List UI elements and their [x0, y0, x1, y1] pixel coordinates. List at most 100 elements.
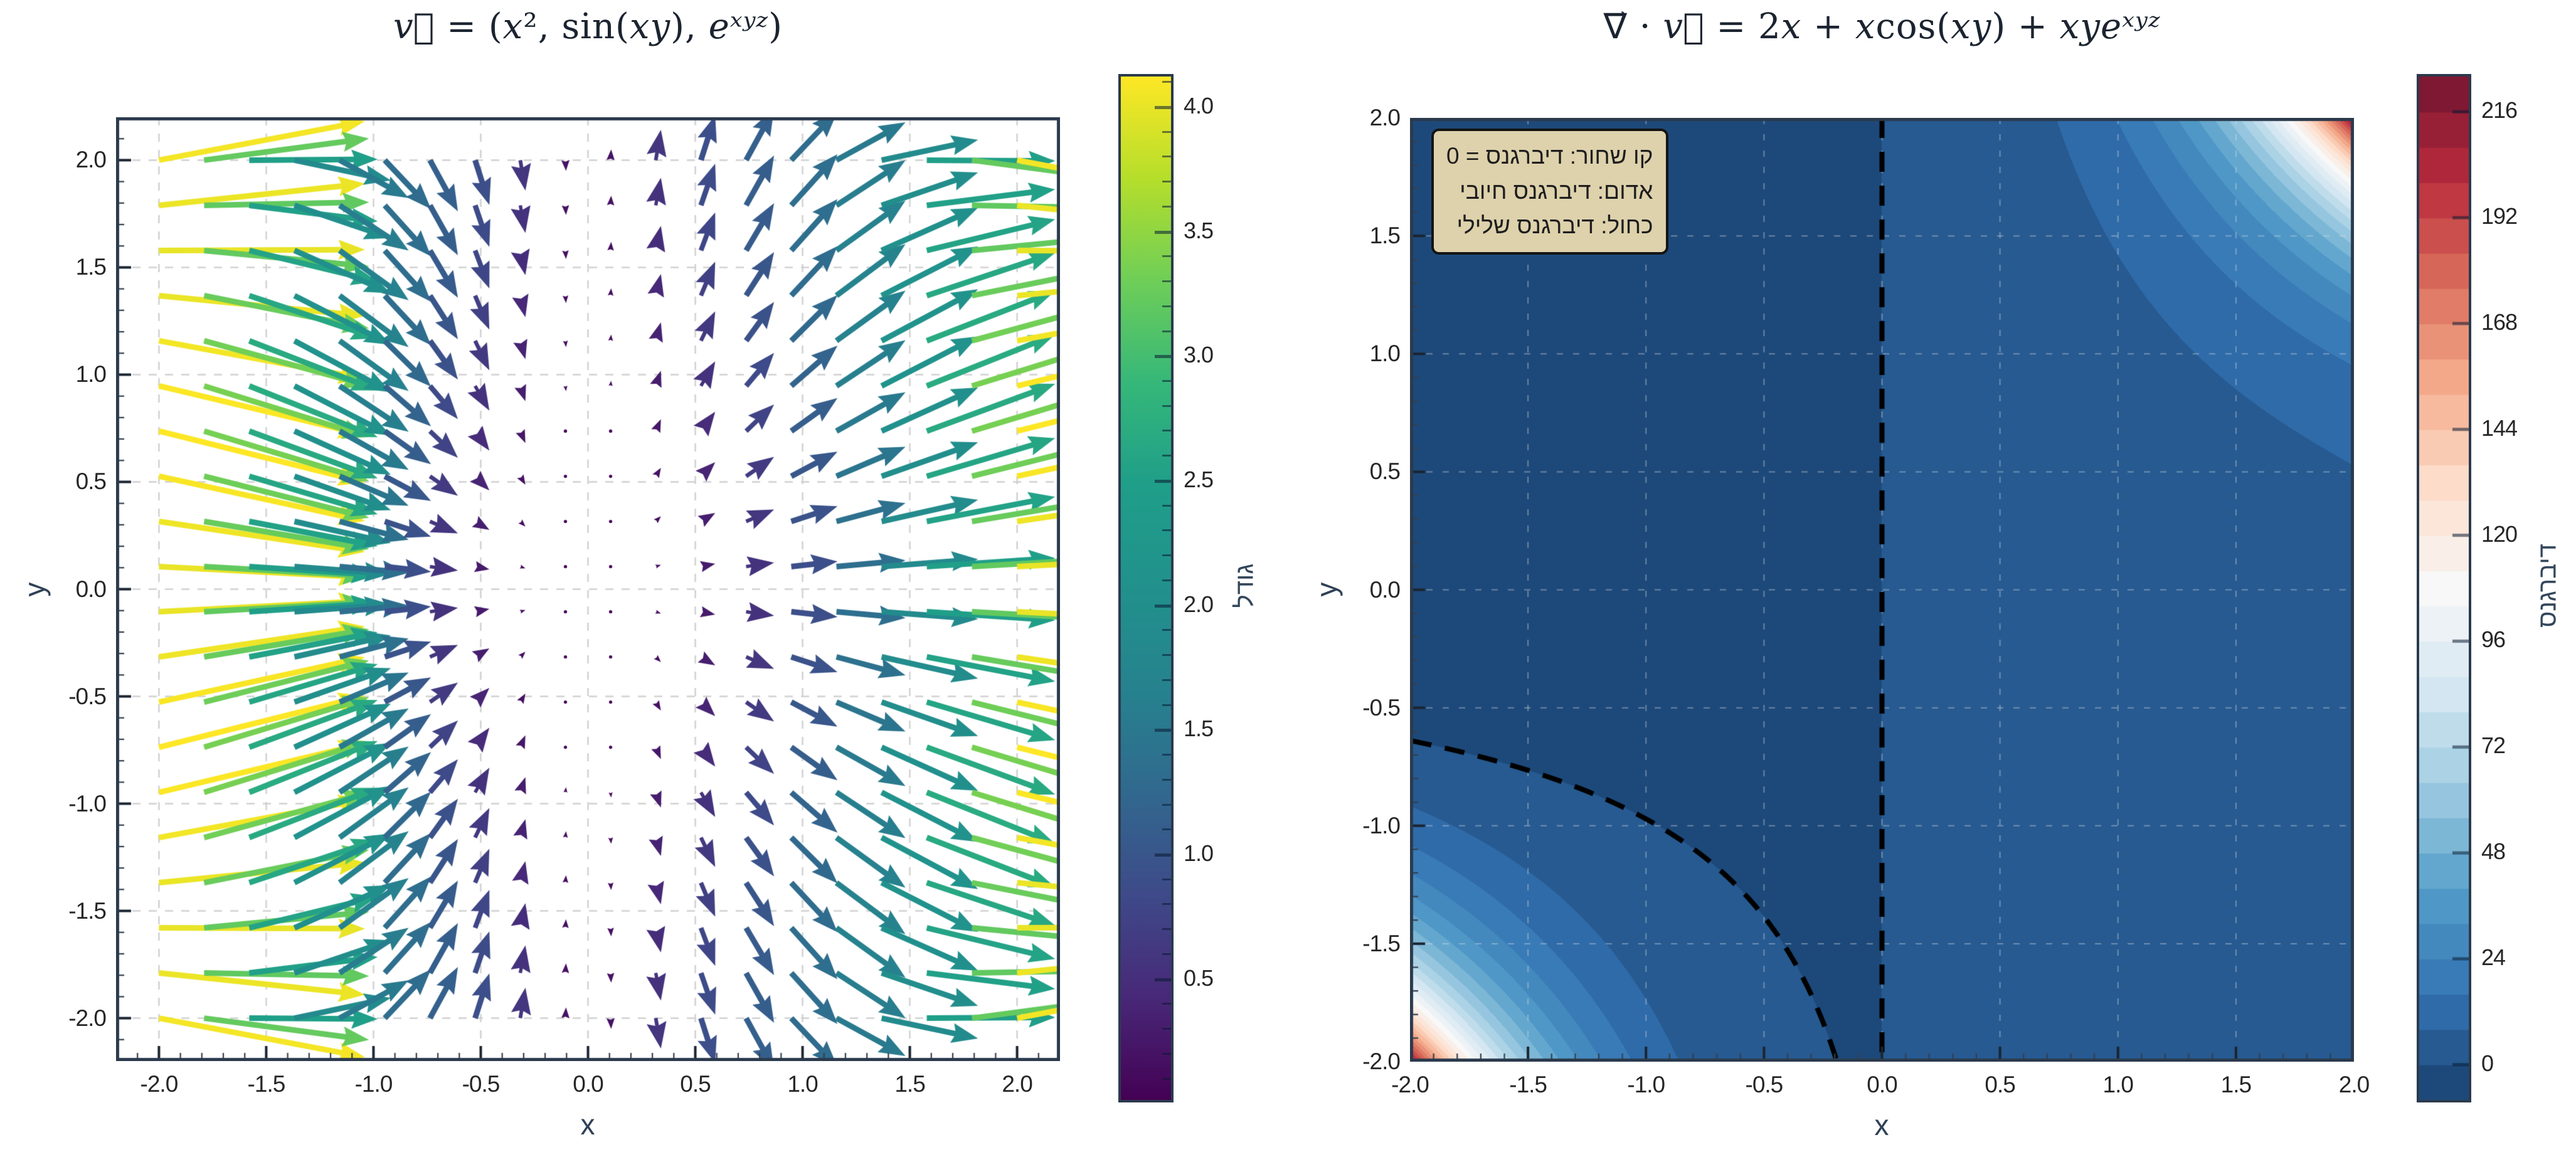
colorbar-minor-tick [1162, 554, 1171, 557]
x-tick-label: -1.0 [1627, 1072, 1665, 1097]
colorbar-minor-tick [1162, 280, 1171, 283]
divergence-colorbar-tick-label: 216 [2481, 97, 2518, 124]
colorbar-minor-tick [1162, 330, 1171, 332]
quiver-plot-canvas [116, 117, 1060, 1061]
x-tick-label: -0.5 [462, 1071, 501, 1097]
magnitude-colorbar [1118, 74, 1174, 1102]
magnitude-colorbar-tick-label: 2.5 [1184, 466, 1214, 492]
magnitude-colorbar-tick-label: 1.0 [1184, 840, 1214, 866]
colorbar-minor-tick [1162, 704, 1171, 706]
colorbar-minor-tick [1162, 928, 1171, 931]
legend-line-negative: כחול: דיברגנס שלילי [1456, 213, 1653, 238]
y-tick-label: -2.0 [1362, 1049, 1401, 1074]
x-tick-label: -2.0 [1391, 1072, 1429, 1097]
magnitude-colorbar-tick-label: 3.0 [1184, 342, 1214, 368]
colorbar-minor-tick [1162, 579, 1171, 581]
colorbar-minor-tick [1162, 205, 1171, 208]
magnitude-colorbar-tick-label: 2.0 [1184, 591, 1214, 617]
x-tick-label: -0.5 [1745, 1072, 1783, 1097]
left-yaxis-label: y [18, 582, 51, 597]
y-tick-label: 0.0 [75, 576, 107, 602]
y-tick-label: 1.0 [1369, 341, 1401, 367]
divergence-legend: קו שחור: דיברגנס = 0 אדום: דיברגנס חיובי… [1431, 129, 1668, 255]
right-plot-title: ∇⃗ · v⃗ = 2x + xcos(xy) + xyeˣʸᶻ [1603, 6, 2161, 47]
colorbar-minor-tick [1162, 81, 1171, 83]
y-tick-label: 2.0 [1369, 105, 1401, 130]
y-tick-label: -0.5 [68, 683, 107, 709]
colorbar-minor-tick [1162, 953, 1171, 955]
legend-line-zero: קו שחור: דיברגנס = 0 [1446, 143, 1653, 169]
colorbar-minor-tick [1162, 803, 1171, 806]
colorbar-minor-tick [1162, 1028, 1171, 1030]
divergence-colorbar-tick-label: 120 [2481, 520, 2518, 547]
y-tick-label: 1.5 [1369, 223, 1401, 249]
y-tick-label: -1.5 [68, 897, 107, 924]
x-tick-label: 2.0 [2338, 1072, 2370, 1097]
divergence-colorbar-tick-label: 192 [2481, 203, 2518, 230]
y-tick-label: -2.0 [68, 1005, 107, 1031]
x-tick-label: 1.5 [2220, 1072, 2252, 1097]
divergence-colorbar-tick-label: 0 [2481, 1050, 2494, 1076]
x-tick-label: -1.5 [247, 1071, 286, 1097]
colorbar-minor-tick [1162, 455, 1171, 457]
colorbar-minor-tick [1162, 430, 1171, 432]
colorbar-minor-tick [1162, 1077, 1171, 1080]
colorbar-minor-tick [1162, 181, 1171, 183]
colorbar-minor-tick [1162, 629, 1171, 631]
colorbar-minor-tick [1162, 255, 1171, 258]
y-tick-label: -1.0 [68, 790, 107, 816]
x-tick-label: 2.0 [1002, 1071, 1032, 1097]
left-plot-title: v⃗ = (x², sin(xy), eˣʸᶻ) [393, 6, 783, 47]
y-tick-label: 0.5 [75, 468, 107, 495]
y-tick-label: 1.0 [75, 361, 107, 388]
y-tick-label: 1.5 [75, 254, 107, 280]
magnitude-colorbar-label: גודל [1231, 563, 1259, 608]
x-tick-label: 1.0 [787, 1071, 818, 1097]
divergence-colorbar-tick-label: 48 [2481, 838, 2506, 865]
y-tick-label: 0.5 [1369, 458, 1401, 485]
divergence-colorbar-tick-label: 72 [2481, 732, 2506, 759]
colorbar-major-tick [1155, 978, 1171, 981]
y-tick-label: -1.5 [1362, 930, 1401, 956]
colorbar-minor-tick [1162, 679, 1171, 681]
divergence-colorbar-tick-label: 24 [2481, 944, 2506, 970]
divergence-colorbar [2417, 74, 2471, 1102]
colorbar-major-tick [1155, 729, 1171, 732]
colorbar-minor-tick [1162, 156, 1171, 158]
colorbar-minor-tick [1162, 529, 1171, 532]
x-tick-label: 0.5 [1985, 1072, 2015, 1097]
divergence-contour-canvas [1410, 118, 2354, 1062]
colorbar-minor-tick [1162, 504, 1171, 507]
x-tick-label: 1.5 [894, 1071, 925, 1097]
colorbar-minor-tick [1162, 878, 1171, 880]
colorbar-minor-tick [1162, 379, 1171, 382]
y-tick-label: 2.0 [75, 147, 107, 173]
x-tick-label: 0.5 [680, 1071, 711, 1097]
x-tick-label: -2.0 [140, 1071, 179, 1097]
colorbar-minor-tick [1162, 654, 1171, 657]
colorbar-minor-tick [1162, 778, 1171, 781]
colorbar-minor-tick [1162, 404, 1171, 407]
magnitude-colorbar-tick-label: 0.5 [1184, 964, 1214, 991]
y-tick-label: 0.0 [1369, 576, 1401, 603]
colorbar-minor-tick [1162, 305, 1171, 307]
colorbar-minor-tick [1162, 903, 1171, 906]
colorbar-minor-tick [1162, 130, 1171, 133]
colorbar-major-tick [1155, 604, 1171, 608]
colorbar-minor-tick [1162, 828, 1171, 831]
magnitude-colorbar-tick-label: 4.0 [1184, 92, 1214, 119]
magnitude-colorbar-tick-label: 1.5 [1184, 716, 1214, 742]
divergence-colorbar-tick-label: 168 [2481, 309, 2518, 335]
colorbar-major-tick [1155, 479, 1171, 483]
y-tick-label: -0.5 [1362, 694, 1401, 721]
colorbar-major-tick [1155, 355, 1171, 359]
x-tick-label: -1.0 [354, 1071, 393, 1097]
colorbar-major-tick [1155, 853, 1171, 857]
colorbar-major-tick [1155, 230, 1171, 234]
colorbar-minor-tick [1162, 1052, 1171, 1055]
right-yaxis-label: y [1310, 582, 1343, 597]
magnitude-colorbar-tick-label: 3.5 [1184, 217, 1214, 243]
left-xaxis-label: x [580, 1108, 595, 1141]
divergence-colorbar-label: דיברגנס [2533, 544, 2562, 628]
